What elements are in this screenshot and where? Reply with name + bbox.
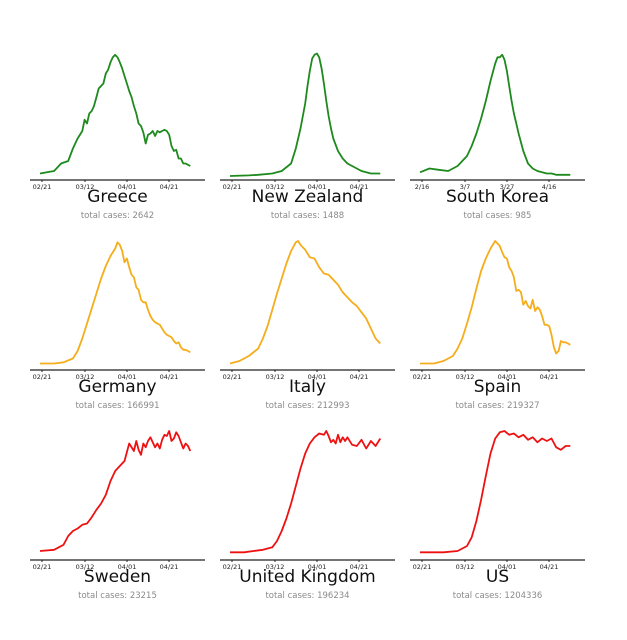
- total-cases-label: total cases: 219327: [455, 401, 540, 411]
- x-tick-label: 04/01: [308, 183, 327, 191]
- x-tick-label: 03/12: [456, 563, 475, 571]
- x-tick-label: 04/21: [160, 183, 179, 191]
- chart-panel: 02/21 03/12 04/01 04/21 Italy total cases: 21…: [220, 205, 410, 411]
- x-tick-label: 04/21: [540, 563, 559, 571]
- x-tick-label: 04/01: [118, 183, 137, 191]
- x-tick-label: 03/12: [76, 373, 95, 381]
- chart-panel: 02/21 03/12 04/01 04/21 Germany total cases: …: [30, 205, 220, 411]
- x-tick-label: 02/21: [223, 373, 242, 381]
- x-tick-label: 04/01: [308, 373, 327, 381]
- x-tick-label: 04/01: [308, 563, 327, 571]
- country-title: Sweden: [83, 567, 152, 587]
- x-tick-label: 2/16: [415, 183, 430, 191]
- series-line: [229, 240, 381, 365]
- chart-panel: 02/21 03/12 04/01 04/21 United Kingdom total …: [220, 395, 410, 601]
- country-title: United Kingdom: [239, 567, 376, 587]
- x-tick-label: 02/21: [223, 183, 242, 191]
- line-chart: 02/21 03/12 04/01 04/21: [30, 430, 205, 571]
- x-tick-label: 02/21: [33, 183, 52, 191]
- line-chart: 02/21 03/12 04/01 04/21: [220, 240, 395, 381]
- series-line: [230, 430, 382, 554]
- total-cases-label: total cases: 2642: [80, 211, 155, 221]
- x-tick-label: 04/01: [118, 563, 137, 571]
- x-tick-label: 4/16: [542, 183, 557, 191]
- x-tick-label: 02/21: [223, 563, 242, 571]
- country-title: Spain: [473, 377, 522, 397]
- x-tick-label: 03/12: [266, 563, 285, 571]
- series-line: [420, 430, 571, 554]
- x-tick-label: 03/12: [266, 373, 285, 381]
- total-cases-label: total cases: 985: [463, 211, 532, 221]
- x-tick-label: 03/12: [76, 183, 95, 191]
- x-tick-label: 04/01: [498, 373, 517, 381]
- chart-panel: 2/16 3/7 3/27 4/16 South Korea total cases: 9…: [410, 15, 600, 221]
- total-cases-label: total cases: 23215: [78, 591, 157, 601]
- country-title: Italy: [289, 377, 326, 397]
- series-line: [420, 240, 571, 365]
- total-cases-label: total cases: 196234: [265, 591, 350, 601]
- chart-panel: 02/21 03/12 04/01 04/21 Greece total cases: 2…: [30, 15, 220, 221]
- x-tick-label: 03/12: [456, 373, 475, 381]
- line-chart: 02/21 03/12 04/01 04/21: [220, 430, 395, 571]
- x-tick-label: 02/21: [413, 563, 432, 571]
- country-title: South Korea: [445, 187, 549, 207]
- chart-panel: 02/21 03/12 04/01 04/21 Sweden total cases: 2…: [30, 395, 220, 601]
- x-tick-label: 02/21: [413, 373, 432, 381]
- series-line: [40, 241, 191, 365]
- line-chart: 02/21 03/12 04/01 04/21: [30, 241, 205, 381]
- line-chart: 02/21 03/12 04/01 04/21: [220, 52, 395, 191]
- total-cases-label: total cases: 1488: [270, 211, 345, 221]
- country-title: Greece: [87, 187, 148, 207]
- x-tick-label: 04/01: [118, 373, 137, 381]
- country-title: New Zealand: [251, 187, 364, 207]
- x-tick-label: 04/21: [160, 373, 179, 381]
- total-cases-label: total cases: 1204336: [452, 591, 543, 601]
- x-tick-label: 04/01: [498, 563, 517, 571]
- total-cases-label: total cases: 212993: [265, 401, 350, 411]
- x-tick-label: 04/21: [350, 563, 369, 571]
- chart-panel: 02/21 03/12 04/01 04/21 US total cases: 12043…: [410, 395, 600, 601]
- country-title: US: [485, 567, 510, 587]
- x-tick-label: 04/21: [350, 183, 369, 191]
- x-tick-label: 04/21: [160, 563, 179, 571]
- x-tick-label: 02/21: [33, 373, 52, 381]
- x-tick-label: 04/21: [540, 373, 559, 381]
- line-chart: 02/21 03/12 04/01 04/21: [410, 240, 585, 381]
- series-line: [39, 53, 191, 175]
- line-chart: 2/16 3/7 3/27 4/16: [410, 53, 585, 191]
- country-title: Germany: [78, 377, 157, 397]
- x-tick-label: 03/12: [266, 183, 285, 191]
- line-chart: 02/21 03/12 04/01 04/21: [410, 430, 585, 571]
- x-tick-label: 04/21: [350, 373, 369, 381]
- series-line: [39, 430, 192, 552]
- total-cases-label: total cases: 166991: [75, 401, 160, 411]
- series-line: [419, 53, 571, 176]
- x-tick-label: 3/27: [500, 183, 515, 191]
- chart-panel: 02/21 03/12 04/01 04/21 New Zealand total cas…: [220, 15, 410, 221]
- x-tick-label: 02/21: [33, 563, 52, 571]
- line-chart: 02/21 03/12 04/01 04/21: [30, 53, 205, 191]
- chart-panel: 02/21 03/12 04/01 04/21 Spain total cases: 21…: [410, 205, 600, 411]
- x-tick-label: 3/7: [460, 183, 470, 191]
- x-tick-label: 03/12: [76, 563, 95, 571]
- series-line: [229, 52, 381, 177]
